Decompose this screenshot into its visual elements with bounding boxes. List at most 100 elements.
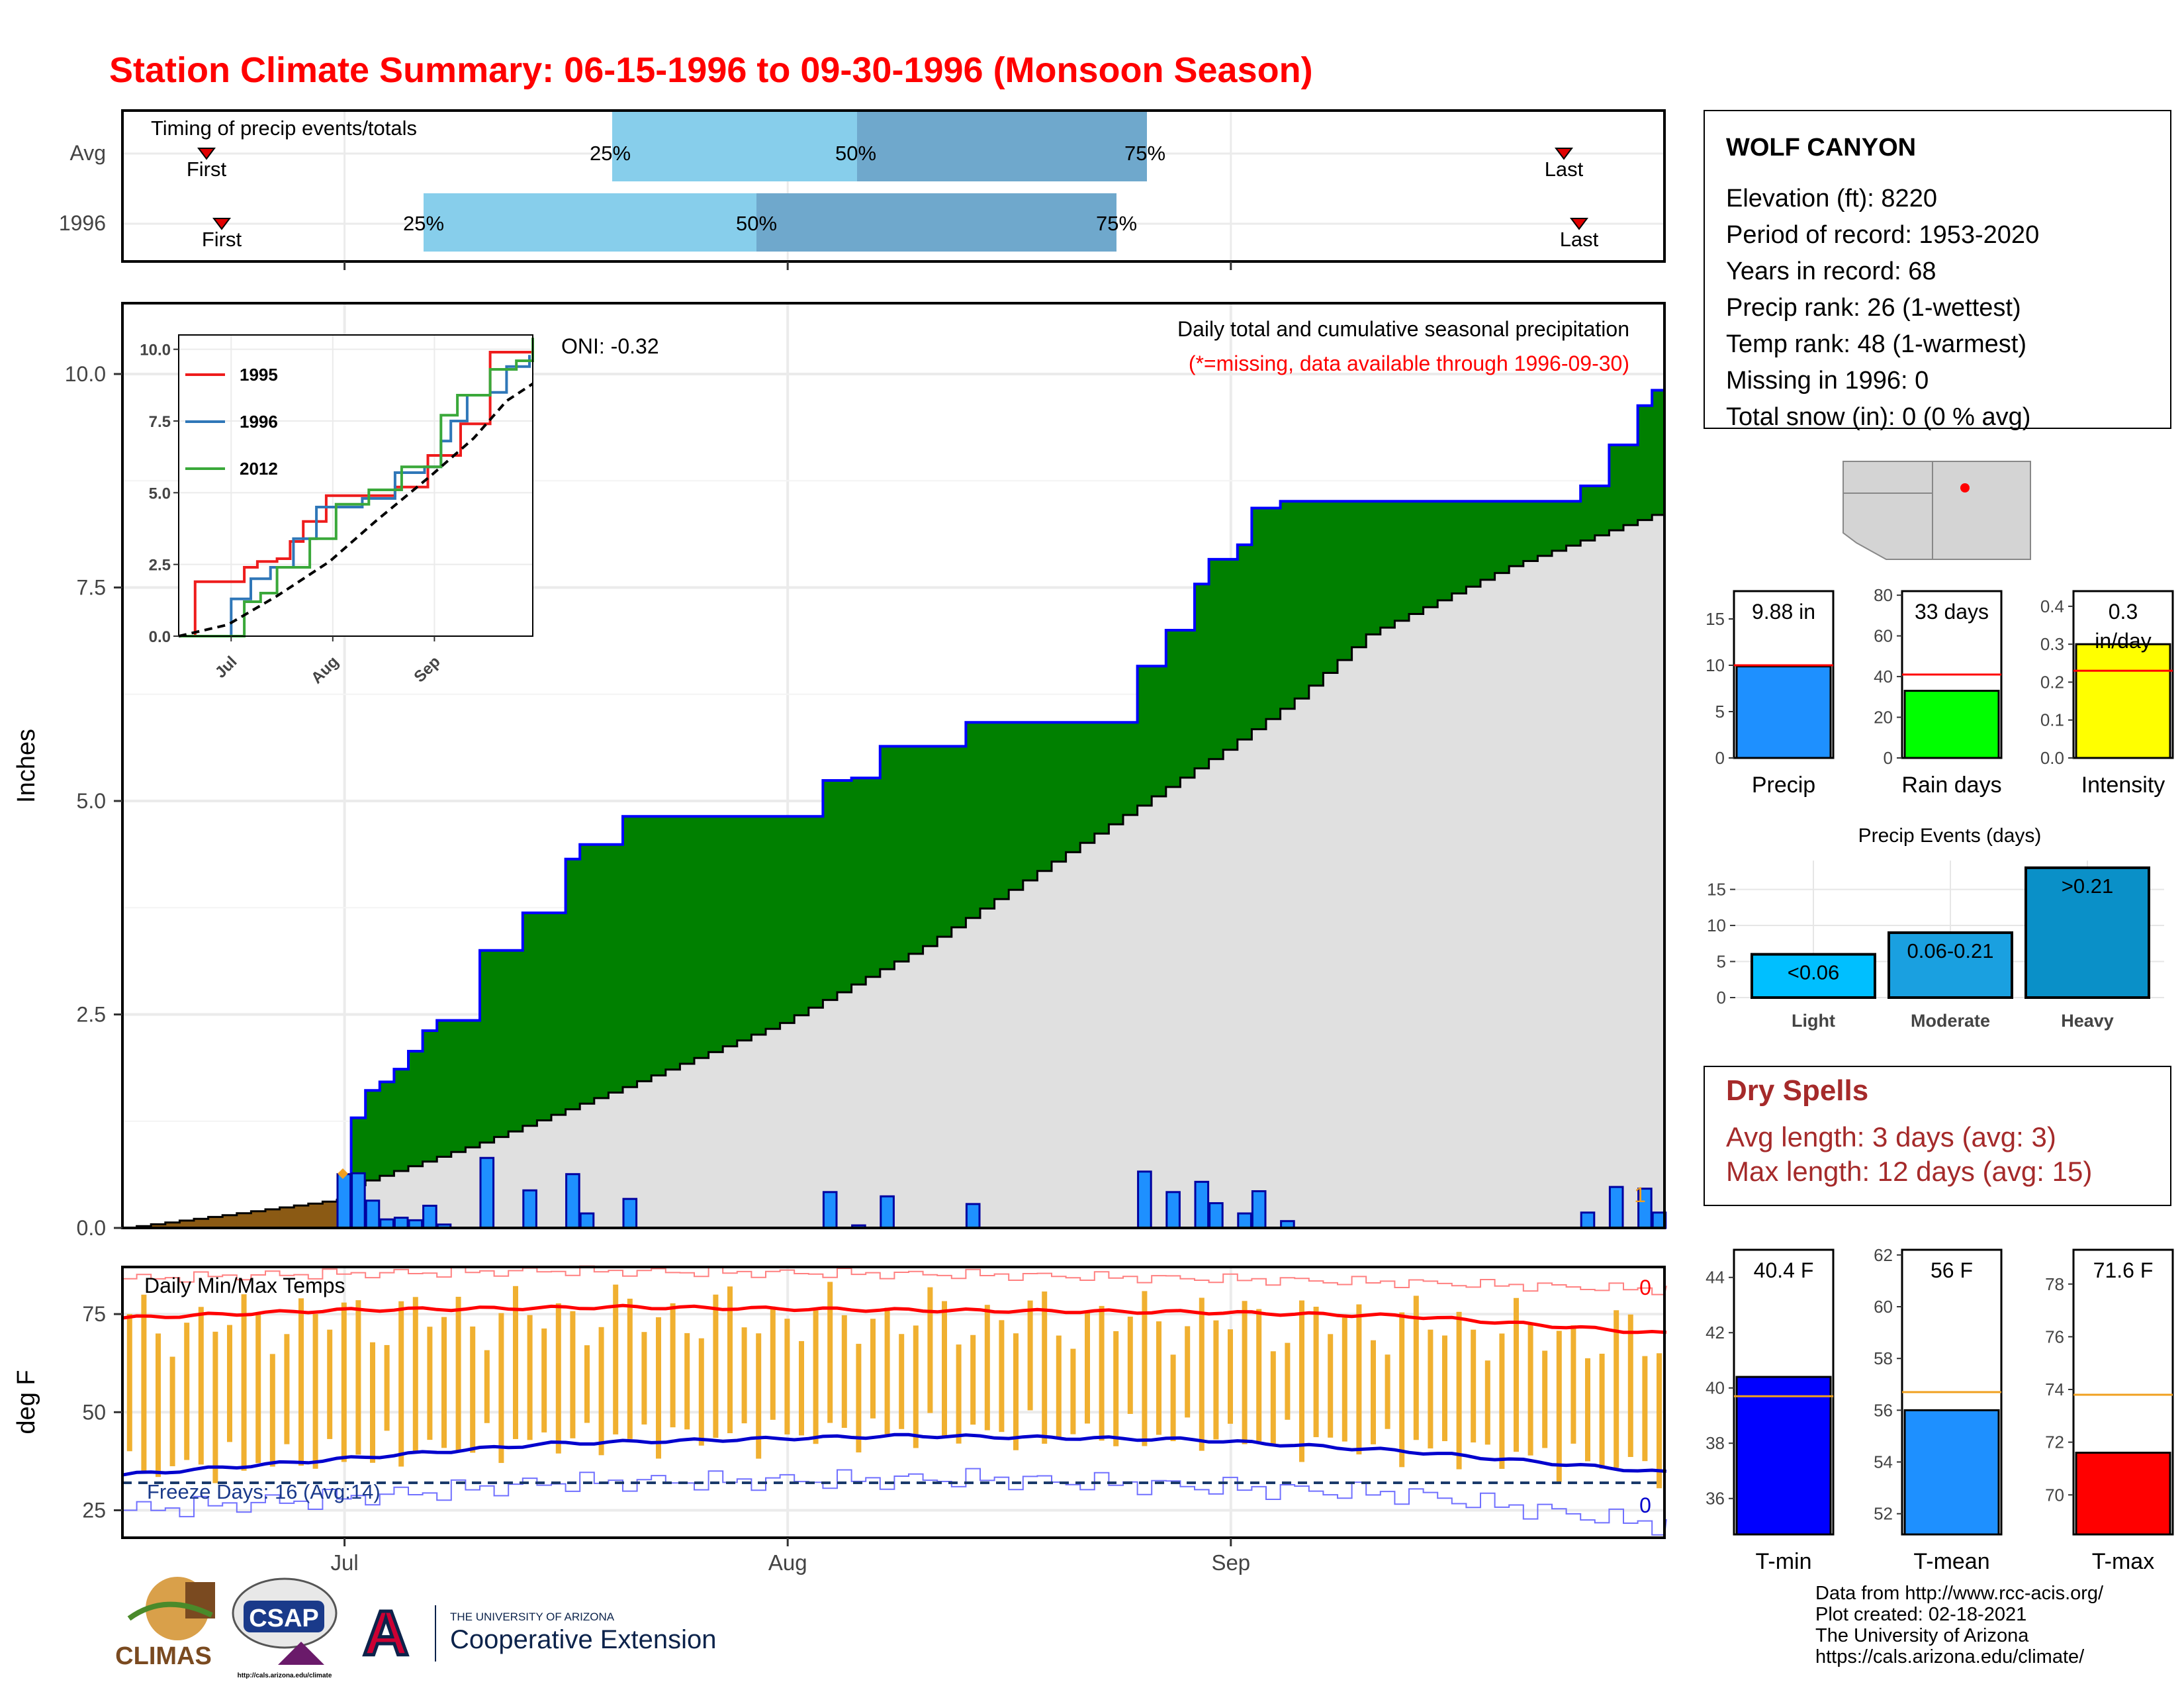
daily-temp-range-bar [1042, 1291, 1048, 1444]
surplus-area [451, 1020, 466, 1152]
daily-temp-range-bar [841, 1315, 847, 1428]
surplus-area [1137, 666, 1152, 806]
surplus-area [1066, 722, 1081, 853]
daily-temp-range-bar [756, 1333, 762, 1459]
surplus-area [1208, 559, 1224, 759]
surplus-area [1637, 405, 1653, 520]
precip-ytick-label: 7.5 [77, 576, 106, 600]
daily-temp-range-bar [384, 1344, 390, 1431]
daily-temp-range-bar [212, 1331, 218, 1483]
station-name: WOLF CANYON [1726, 134, 1916, 162]
daily-precip-bar [479, 1156, 495, 1229]
surplus-area [837, 780, 852, 992]
ua-logo: A THE UNIVERSITY OF ARIZONA Cooperative … [361, 1597, 717, 1671]
surplus-area [823, 780, 838, 1000]
daily-temp-range-bar [1385, 1354, 1390, 1429]
observed-cumulative-line [122, 389, 1664, 1229]
daily-temp-range-bar [598, 1327, 604, 1456]
surplus-area [1552, 501, 1567, 551]
record-high-count: 0 [1639, 1276, 1651, 1299]
inset-xtick-label: Jul [212, 653, 241, 682]
deficit-area [308, 1203, 323, 1228]
daily-temp-range-bar [884, 1307, 890, 1434]
daily-temp-range-bar [355, 1300, 361, 1455]
daily-precip-bar [965, 1203, 981, 1229]
surplus-area [522, 912, 537, 1126]
summary-intensity-ytick-label: 0.2 [2040, 672, 2064, 692]
events-bar-label: >0.21 [2062, 874, 2113, 898]
daily-temp-range-bar [999, 1320, 1005, 1432]
daily-temp-range-bar [984, 1305, 990, 1430]
surplus-area [966, 722, 981, 918]
daily-precip-bar [622, 1197, 638, 1229]
daily-temp-range-bar [1299, 1300, 1304, 1462]
daily-temp-range-bar [1484, 1360, 1490, 1445]
daily-temp-range-bar [298, 1298, 304, 1466]
daily-temp-range-bar [1428, 1329, 1433, 1449]
surplus-area [651, 816, 666, 1076]
daily-temp-range-bar [1228, 1329, 1233, 1424]
summary-rain-days-ytick-label: 40 [1874, 667, 1893, 686]
surplus-area [723, 816, 738, 1047]
events-category-label: Light [1792, 1011, 1835, 1031]
daily-temp-range-bar [713, 1294, 719, 1438]
dry-spells-title: Dry Spells [1726, 1074, 1868, 1107]
surplus-area [1480, 501, 1496, 580]
daily-temp-range-bar [1185, 1326, 1191, 1418]
daily-precip-bar [1208, 1202, 1224, 1229]
record-low-line [122, 1468, 1667, 1536]
daily-temp-range-bar [1514, 1297, 1519, 1452]
daily-temp-range-bar [184, 1323, 190, 1460]
summary-t-min-ytick-label: 44 [1706, 1268, 1725, 1288]
dry-spells-max: Max length: 12 days (avg: 15) [1726, 1156, 2092, 1187]
y1996-first-label: First [202, 228, 242, 251]
temp-ytick-label: 25 [82, 1499, 106, 1523]
surplus-area [751, 816, 766, 1035]
daily-temp-range-bar [1142, 1291, 1148, 1446]
surplus-area [1366, 501, 1381, 635]
surplus-area [1165, 630, 1181, 787]
daily-temp-range-bar [1285, 1342, 1291, 1420]
surplus-area [494, 950, 509, 1137]
avg-p75-label: 75% [1124, 142, 1165, 165]
summary-t-min-ytick-label: 40 [1706, 1378, 1725, 1398]
record-low-count: 0 [1639, 1493, 1651, 1517]
avg-p25-label: 25% [590, 142, 631, 165]
inset-ytick-label: 5.0 [149, 485, 171, 502]
station-line-years: Years in record: 68 [1726, 258, 1936, 285]
dry-spells-box: Dry Spells Avg length: 3 days (avg: 3) M… [1704, 1066, 2171, 1206]
summary-precip: 0 5 10 15 9.88 in Precip [1706, 590, 1835, 798]
avg-quartile-bar-50-75 [857, 110, 1147, 181]
daily-temp-range-bar [1627, 1314, 1633, 1458]
surplus-area [1394, 501, 1410, 621]
record-high-line [122, 1265, 1668, 1295]
summary-rain-days-value-label: 33 days [1915, 600, 1989, 624]
daily-temp-range-bar [784, 1319, 790, 1434]
surplus-area [1109, 722, 1124, 825]
daily-temp-range-bar [513, 1286, 518, 1439]
temp-ytick-label: 50 [82, 1400, 106, 1424]
summary-t-mean-ytick-label: 62 [1874, 1245, 1893, 1265]
daily-temp-range-bar [1170, 1354, 1176, 1442]
daily-temp-range-bar [684, 1333, 690, 1430]
daily-precip-bar [1137, 1170, 1152, 1229]
daily-temp-range-bar [570, 1311, 576, 1438]
daily-temp-range-bar [1556, 1331, 1562, 1482]
deficit-area [236, 1213, 251, 1228]
surplus-area [608, 844, 623, 1093]
events-bar-light [1751, 953, 1876, 1000]
daily-temp-range-bar [327, 1329, 333, 1439]
surplus-area [1594, 485, 1610, 536]
daily-temp-range-bar [827, 1282, 833, 1423]
station-line-missing: Missing in 1996: 0 [1726, 367, 1929, 395]
first-event-marker [338, 1168, 348, 1179]
surplus-area [1237, 545, 1252, 740]
daily-temp-range-bar [627, 1298, 633, 1439]
daily-temp-range-bar [1085, 1311, 1090, 1424]
daily-temp-range-bar [1356, 1304, 1362, 1455]
surplus-area [1652, 390, 1665, 515]
daily-temp-range-bar [455, 1297, 461, 1453]
surplus-area [1223, 559, 1238, 750]
daily-precip-bar [822, 1191, 838, 1229]
station-line-elevation: Elevation (ft): 8220 [1726, 185, 1937, 212]
